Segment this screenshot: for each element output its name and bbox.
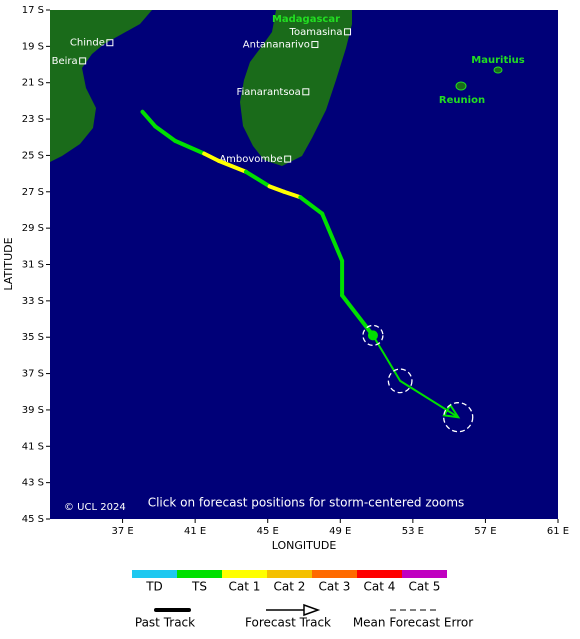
city-label: Toamasina: [289, 27, 343, 38]
copyright: © UCL 2024: [64, 502, 126, 513]
past-track-segment: [243, 169, 272, 189]
x-tick-label: 61 E: [547, 526, 569, 537]
forecast-error-circle[interactable]: [362, 324, 384, 347]
city-marker: [79, 57, 87, 65]
category-label: TD: [145, 580, 163, 594]
plot: [50, 10, 503, 166]
category-label: Cat 1: [229, 580, 261, 594]
forecast-error-circle[interactable]: [387, 368, 413, 394]
category-swatch: [402, 570, 447, 578]
y-tick-label: 23 S: [22, 114, 44, 125]
x-tick-label: 37 E: [111, 526, 133, 537]
category-label: Cat 3: [319, 580, 351, 594]
y-tick-label: 33 S: [22, 296, 44, 307]
madagascar-land: [240, 10, 352, 166]
past-track-segment: [282, 189, 303, 200]
x-tick-label: 41 E: [184, 526, 206, 537]
past-track-segment: [153, 124, 178, 143]
city-marker: [344, 28, 352, 36]
y-tick-label: 43 S: [22, 478, 44, 489]
reunion-land: [455, 81, 467, 91]
y-tick-label: 45 S: [22, 514, 44, 525]
y-tick-label: 37 S: [22, 369, 44, 380]
y-tick-label: 39 S: [22, 405, 44, 416]
y-tick-label: 41 S: [22, 441, 44, 452]
africa-land: [50, 10, 152, 162]
y-tick-label: 19 S: [22, 41, 44, 52]
category-label: Cat 4: [364, 580, 396, 594]
category-swatch: [177, 570, 222, 578]
past-track-segment: [140, 109, 158, 129]
x-tick-label: 53 E: [402, 526, 424, 537]
category-label: TS: [191, 580, 207, 594]
forecast-track: [372, 334, 459, 419]
city-label: Chinde: [70, 38, 105, 49]
zoom-note: Click on forecast positions for storm-ce…: [148, 496, 465, 510]
region-label: Madagascar: [272, 14, 340, 25]
category-swatch: [222, 570, 267, 578]
y-tick-label: 27 S: [22, 187, 44, 198]
past-track-segment: [202, 151, 221, 163]
legend-label: Forecast Track: [245, 616, 331, 630]
x-tick-label: 45 E: [257, 526, 279, 537]
x-axis-label: LONGITUDE: [272, 539, 337, 552]
y-tick-label: 17 S: [22, 5, 44, 16]
y-axis-label: LATITUDE: [2, 237, 15, 290]
legend-label: Past Track: [135, 616, 195, 630]
category-swatch: [312, 570, 357, 578]
y-tick-label: 29 S: [22, 223, 44, 234]
past-track-segment: [267, 184, 287, 194]
y-tick-label: 35 S: [22, 332, 44, 343]
legend-label: Mean Forecast Error: [353, 616, 473, 630]
city-label: Beira: [52, 56, 78, 67]
city-marker: [106, 39, 114, 47]
city-marker: [311, 41, 319, 49]
region-label: Reunion: [439, 95, 485, 106]
category-swatch: [132, 570, 177, 578]
city-marker: [302, 88, 310, 96]
category-swatch: [357, 570, 402, 578]
past-track-segment: [320, 211, 345, 263]
past-track-segment: [216, 158, 248, 174]
city-label: Antananarivo: [243, 40, 310, 51]
past-track-segment: [298, 195, 325, 216]
region-label: Mauritius: [471, 55, 525, 66]
city-marker: [284, 155, 292, 163]
y-tick-label: 21 S: [22, 78, 44, 89]
forecast-arrow-key: [303, 603, 321, 617]
category-swatch: [267, 570, 312, 578]
past-track-segment: [340, 293, 375, 338]
forecast-error-circle[interactable]: [443, 402, 474, 433]
mauritius-land: [493, 66, 503, 74]
y-tick-label: 31 S: [22, 260, 44, 271]
past-track-segment: [173, 138, 207, 156]
x-tick-label: 57 E: [474, 526, 496, 537]
city-label: Ambovombe: [219, 154, 282, 165]
category-label: Cat 5: [409, 580, 441, 594]
y-tick-label: 25 S: [22, 150, 44, 161]
forecast-arrowhead: [442, 403, 461, 419]
city-label: Fianarantsoa: [236, 87, 300, 98]
category-label: Cat 2: [274, 580, 306, 594]
x-tick-label: 49 E: [329, 526, 351, 537]
